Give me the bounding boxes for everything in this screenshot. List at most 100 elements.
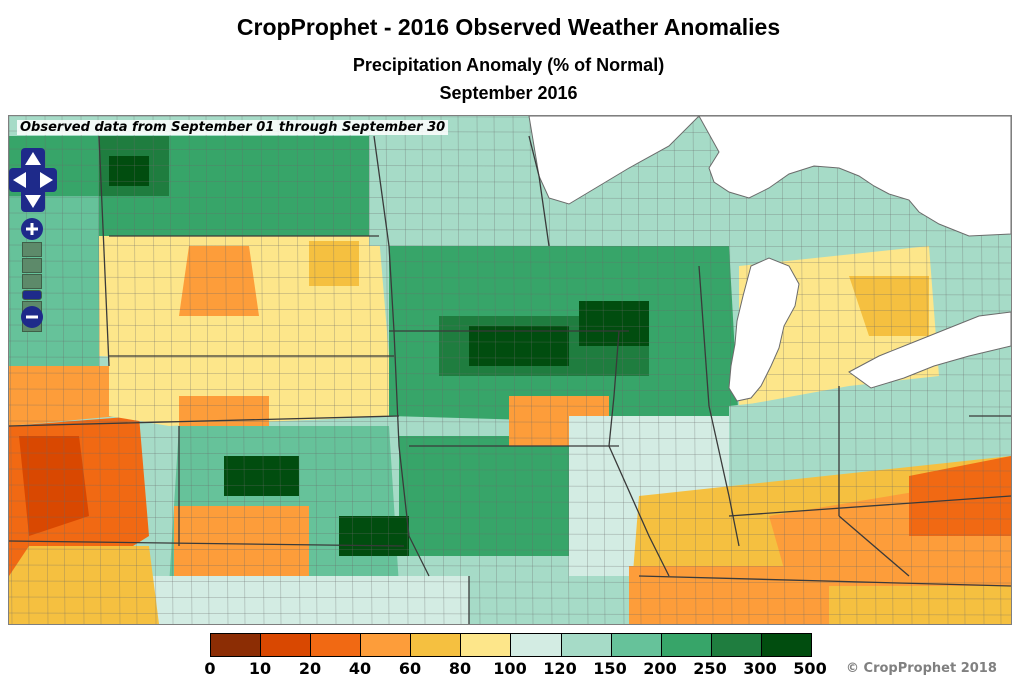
county-line [116,116,121,624]
legend-tick-label: 250 [693,659,727,678]
county-line [169,116,174,624]
legend-tick-label: 300 [743,659,777,678]
county-line [133,116,138,624]
county-choropleth[interactable] [9,116,1011,624]
county-line [781,116,786,624]
county-line [9,468,1011,472]
county-line [9,372,1011,376]
county-line [349,116,354,624]
county-line [440,116,445,624]
zoom-level[interactable] [22,242,42,257]
county-line [9,180,1011,184]
color-legend [210,633,812,657]
zoom-level[interactable] [22,258,42,273]
county-line [9,596,1011,600]
legend-swatch [611,634,662,656]
county-line [9,548,1011,552]
state-boundary [9,415,400,427]
zoom-slider-handle[interactable] [22,290,42,300]
county-line [692,116,697,624]
zoom-in-button[interactable] [21,218,43,240]
legend-tick-label: 120 [543,659,577,678]
legend-swatch [261,634,312,656]
pan-down-button[interactable] [21,188,45,212]
county-line [9,340,1011,344]
county-line [44,116,49,624]
county-line [9,516,1011,520]
legend-swatch [361,634,412,656]
state-boundary [393,330,430,577]
zoom-out-button[interactable] [21,306,43,328]
county-line [709,116,714,624]
lake-michigan [728,257,800,402]
state-boundary [528,135,550,247]
county-line [9,404,1011,408]
county-line [637,116,642,624]
legend-tick-label: 10 [248,659,272,678]
anomaly-region [179,396,269,426]
county-line [9,324,1011,328]
county-line [656,116,661,624]
county-line [9,356,1011,360]
county-line [9,196,1011,200]
anomaly-region [179,246,259,316]
county-line [673,116,678,624]
county-line [548,116,553,624]
anomaly-region [9,546,159,624]
county-line [800,116,805,624]
state-boundary [373,135,395,332]
anomaly-region [629,566,829,624]
county-line [529,116,534,624]
precipitation-map[interactable]: Observed data from September 01 through … [8,115,1012,625]
legend-tick-label: 100 [493,659,527,678]
legend-tick-label: 0 [204,659,216,678]
county-line [9,452,1011,456]
county-line [421,116,426,624]
county-line [9,116,13,624]
anomaly-region [579,301,649,346]
county-line [205,116,210,624]
legend-swatch [211,634,262,656]
page-title: CropProphet - 2016 Observed Weather Anom… [236,14,781,40]
county-line [241,116,246,624]
legend-swatch [461,634,512,656]
county-line [80,116,85,624]
zoom-level[interactable] [22,274,42,289]
plus-icon [26,223,38,235]
legend-swatch [411,634,462,656]
legend-tick-label: 150 [593,659,627,678]
arrow-up-icon [25,152,41,165]
anomaly-region [139,576,469,624]
legend-tick-label: 200 [643,659,677,678]
legend-swatch [511,634,562,656]
legend-swatch [661,634,712,656]
county-line [313,116,318,624]
arrow-right-icon [40,172,53,188]
lake-huron [698,116,1011,237]
county-line [385,116,390,624]
county-line [277,116,282,624]
anomaly-region [19,436,89,536]
county-line [9,260,1011,264]
state-boundary [638,575,1011,587]
arrow-down-icon [25,195,41,208]
county-line [9,292,1011,296]
county-line [61,116,66,624]
county-line [9,532,1011,536]
anomaly-region [339,516,409,556]
state-boundary [98,135,110,367]
observation-note: Observed data from September 01 through … [17,120,449,135]
county-line [9,564,1011,568]
county-line [332,116,337,624]
county-line [9,228,1011,232]
county-line [368,116,373,624]
county-line [9,436,1011,440]
anomaly-region [909,456,1011,536]
county-line [476,116,481,624]
legend-tick-label: 80 [448,659,472,678]
anomaly-region [9,366,119,426]
legend-tick-label: 60 [398,659,422,678]
county-line [9,244,1011,248]
county-line [9,484,1011,488]
legend-swatch [311,634,362,656]
